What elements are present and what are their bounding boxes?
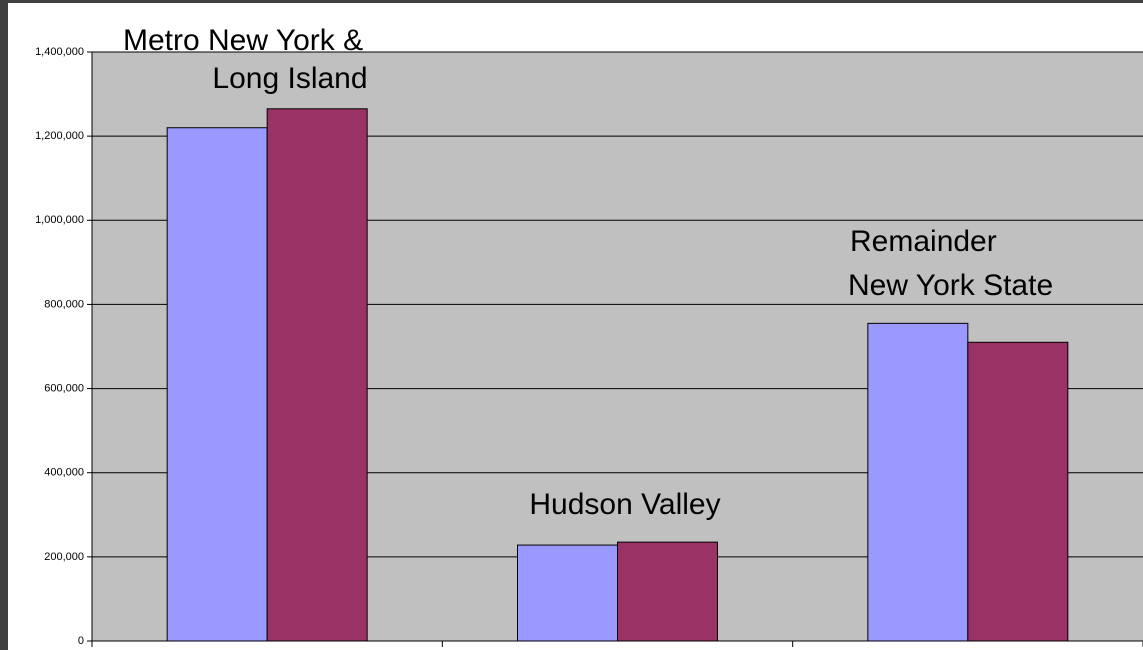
y-tick-label: 1,000,000: [35, 214, 84, 226]
y-tick-label: 1,400,000: [35, 46, 84, 58]
category-label: Long Island: [212, 62, 367, 95]
bar: [266, 108, 368, 642]
category-label: Hudson Valley: [529, 488, 720, 521]
frame-left: [0, 0, 8, 650]
category-label: Metro New York &: [123, 24, 363, 57]
y-tick-label: 1,200,000: [35, 130, 84, 142]
category-label: Remainder: [850, 225, 997, 258]
category-label: New York State: [848, 269, 1053, 302]
frame-top: [0, 0, 1143, 3]
y-tick-label: 800,000: [44, 298, 84, 310]
y-tick-label: 400,000: [44, 467, 84, 479]
bar: [517, 544, 618, 642]
y-tick-label: 600,000: [44, 382, 84, 394]
y-tick-label: 200,000: [44, 551, 84, 563]
bar: [166, 127, 268, 642]
bar: [617, 541, 718, 642]
bar: [967, 341, 1069, 642]
bar: [867, 322, 969, 642]
y-tick-label: 0: [78, 635, 84, 647]
